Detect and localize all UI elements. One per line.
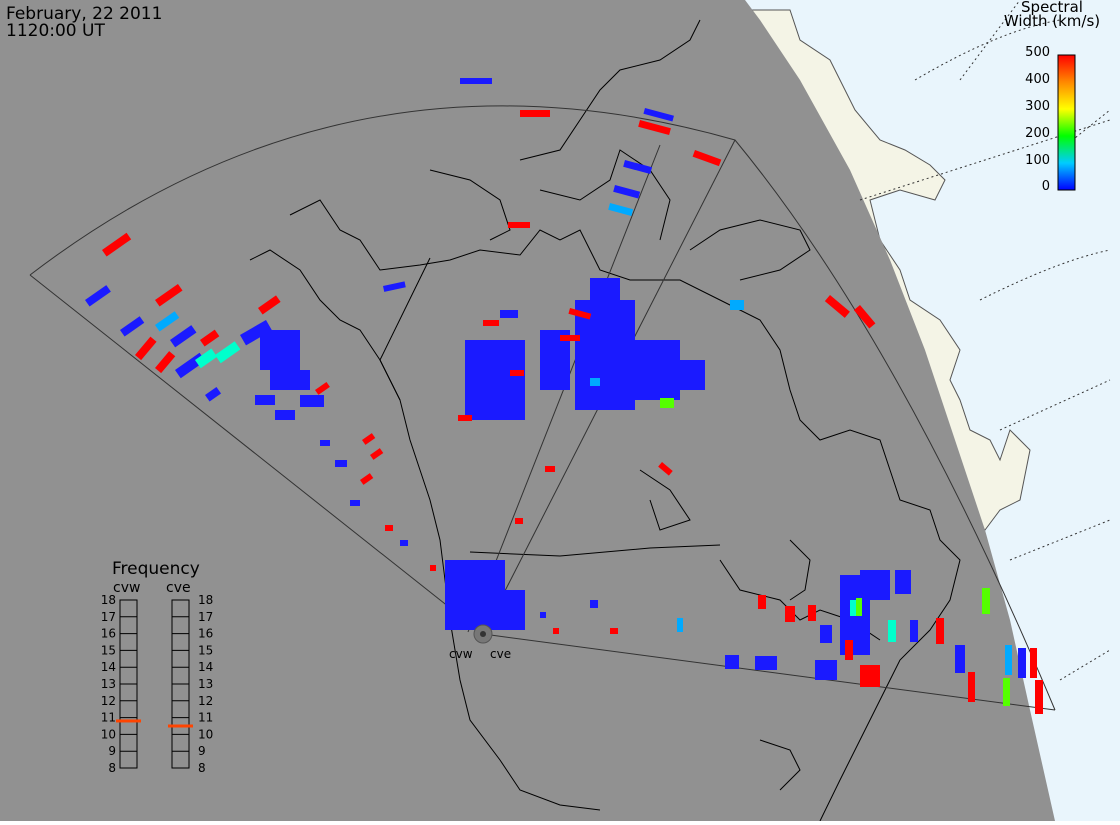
frequency-tick: 12 [198,694,213,708]
frequency-tick: 14 [101,660,116,674]
frequency-tick: 9 [198,744,206,758]
frequency-bar-cve [168,599,193,769]
frequency-tick: 18 [198,593,213,607]
coastlines [249,19,961,822]
frequency-tick: 12 [101,694,116,708]
frequency-title: Frequency [112,559,200,579]
colorbar-title-line1: Spectral [1021,0,1083,16]
frequency-tick: 11 [198,711,213,725]
colorbar-tick: 400 [1025,72,1050,87]
frequency-tick: 15 [198,643,213,657]
frequency-tick: 8 [198,761,206,775]
frequency-label-cve: cve [166,580,191,596]
date-label: February, 22 2011 [6,4,163,24]
radar-label-cve: cve [490,647,511,661]
echo-cells-green [660,398,1010,706]
frequency-label-cvw: cvw [113,580,141,596]
frequency-tick: 10 [101,727,116,741]
colorbar-tick: 300 [1025,99,1050,114]
colorbar-ticks: 500 400 300 200 100 0 [1025,45,1050,194]
echo-cells-cyan [195,341,896,642]
frequency-tick: 10 [198,727,213,741]
frequency-marker-cvw [116,719,141,723]
time-label: 1120:00 UT [6,21,105,41]
radar-site-dot [480,631,486,637]
colorbar-title-line2: Width (km/s) [1003,12,1101,30]
frequency-tick: 11 [101,711,116,725]
frequency-tick: 13 [101,677,116,691]
frequency-tick: 17 [101,610,116,624]
colorbar-tick: 500 [1025,45,1050,60]
spectral-colorbar [1057,54,1076,191]
frequency-tick: 16 [101,627,116,641]
colorbar-tick: 0 [1042,179,1050,194]
frequency-tick: 9 [108,744,116,758]
frequency-tick: 17 [198,610,213,624]
frequency-tick: 14 [198,660,213,674]
radar-label-cvw: cvw [449,647,473,661]
colorbar-tick: 200 [1025,126,1050,141]
frequency-tick: 8 [108,761,116,775]
boundaries [379,257,721,557]
echo-cells-low [84,78,1026,680]
frequency-tick: 15 [101,643,116,657]
echo-cells-mid [155,203,1012,675]
colorbar-title: Spectral Width (km/s) [992,0,1112,30]
echo-cells-high [101,110,1043,714]
timestamp: February, 22 2011 1120:00 UT [6,6,162,40]
frequency-tick: 18 [101,593,116,607]
frequency-bar-cvw [116,599,141,769]
colorbar-tick: 100 [1025,153,1050,168]
frequency-marker-cve [168,724,193,728]
frequency-tick: 16 [198,627,213,641]
frequency-tick: 13 [198,677,213,691]
frequency-ticks: 18 17 16 15 14 13 12 11 10 9 8 18 17 16 15 14 13 12 11 10 9… [101,593,214,775]
